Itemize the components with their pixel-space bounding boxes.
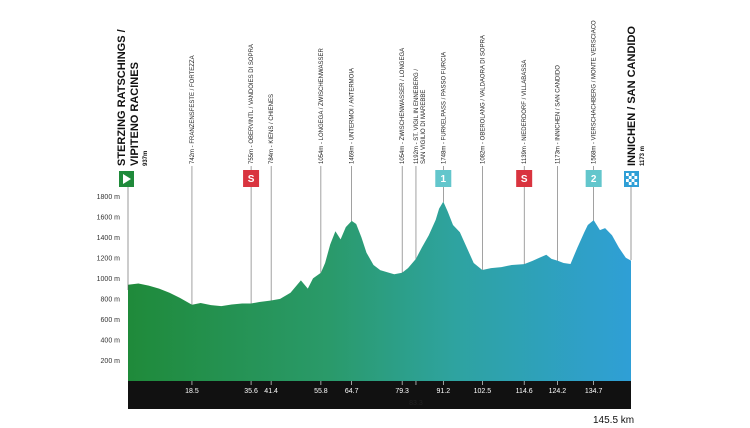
y-tick-label: 200 m xyxy=(101,358,121,365)
y-axis-labels: 200 m 400 m 600 m 800 m 1000 m 1200 m 1400 m 16… xyxy=(97,194,121,365)
waypoint-label: 1192m - ST. VIGIL IN ENNEBERG / xyxy=(414,69,420,164)
start-marker: STERZING RATSCHINGS / VIPITENO RACINES 9… xyxy=(116,29,149,290)
start-altitude: 937m xyxy=(143,151,149,166)
checker-square xyxy=(626,173,629,176)
y-tick-label: 1000 m xyxy=(97,276,121,283)
y-tick-label: 1600 m xyxy=(97,214,121,221)
y-tick-label: 800 m xyxy=(101,296,121,303)
finish-altitude: 1173 m xyxy=(640,146,646,166)
checker-square xyxy=(628,176,632,179)
y-tick-label: 1200 m xyxy=(97,255,121,262)
waypoint-label: 742m - FRANZENSFESTE / FORTEZZA xyxy=(190,55,196,164)
checker-square xyxy=(628,182,632,185)
waypoint-label: 1469m - UNTERMOI / ANTERMOIA xyxy=(350,68,356,164)
y-tick-label: 400 m xyxy=(101,337,121,344)
kom-badge xyxy=(435,170,452,187)
x-axis-ticks: 18.5 35.6 41.4 55.8 64.7 79.383.3 91.2 102.5 114… xyxy=(185,381,603,407)
checker-square xyxy=(631,179,635,182)
waypoint-label: 1568m - VIERSCHACHBERG / MONTE VERSCIACO xyxy=(592,20,598,164)
start-arrow-icon xyxy=(123,174,131,184)
x-tick-label: 83.3 xyxy=(409,400,423,407)
waypoint-label: 755m - OBERVINTL / VANDOIES DI SOPRA xyxy=(249,44,255,164)
x-tick-label: 55.8 xyxy=(314,388,328,395)
checker-square xyxy=(634,182,638,185)
x-tick-label: 114.6 xyxy=(516,388,533,395)
start-name-line1: STERZING RATSCHINGS / xyxy=(116,29,128,166)
kom-badge-label: 2 xyxy=(591,174,597,185)
waypoint-label: 1054m - ZWISCHENWASSER / LONGEGA xyxy=(400,48,406,164)
waypoint-label: 1054m - LONGEGA / ZWISCHENWASSER xyxy=(319,48,325,164)
finish-marker: INNICHEN / SAN CANDIDO 1173 m xyxy=(624,26,646,260)
waypoint-label: 784m - KIENS / CHIENES xyxy=(269,94,275,164)
x-tick-label: 79.3 xyxy=(395,388,409,395)
x-tick-label: 91.2 xyxy=(436,388,450,395)
x-tick-label: 64.7 xyxy=(345,388,359,395)
sprint-badge-label: S xyxy=(521,174,528,185)
waypoint-label: 1748m - FURKELPASS / PASSO FURCIA xyxy=(441,52,447,164)
checker-square xyxy=(631,173,635,176)
kom-badge-label: 1 xyxy=(441,174,447,185)
checker-square xyxy=(626,179,629,182)
checkered-flag-icon xyxy=(626,173,638,185)
sprint-badge-label: S xyxy=(248,174,255,185)
elevation-area xyxy=(128,201,631,381)
distance-band xyxy=(128,381,631,409)
finish-name: INNICHEN / SAN CANDIDO xyxy=(626,26,638,166)
sprint-badge xyxy=(516,170,533,187)
x-tick-label: 18.5 xyxy=(185,388,199,395)
waypoint-label: 1139m - NIEDERDORF / VILLABASSA xyxy=(522,60,528,164)
x-tick-label: 35.6 xyxy=(244,388,258,395)
sprint-badge xyxy=(243,170,260,187)
x-tick-label: 124.2 xyxy=(549,388,567,395)
total-distance-label: 145.5 km xyxy=(593,415,634,426)
x-tick-label: 102.5 xyxy=(474,388,492,395)
start-name-line2: VIPITENO RACINES xyxy=(129,62,141,166)
kom-badge xyxy=(585,170,602,187)
waypoint-label: 1173m - INNICHEN / SAN CANDIDO xyxy=(555,65,561,164)
y-tick-label: 600 m xyxy=(101,317,121,324)
y-tick-label: 1800 m xyxy=(97,194,121,201)
x-tick-label: 41.4 xyxy=(264,388,278,395)
waypoint-label: SAN VIGILIO DI MAREBBE xyxy=(421,90,427,164)
checker-square xyxy=(634,176,638,179)
waypoint-label: 1082m - OBEROLANG / VALDAORA DI SOPRA xyxy=(480,35,486,164)
y-tick-label: 1400 m xyxy=(97,235,121,242)
x-tick-label: 134.7 xyxy=(585,388,603,395)
